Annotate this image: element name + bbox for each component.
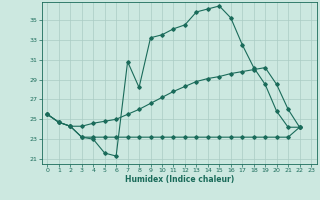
X-axis label: Humidex (Indice chaleur): Humidex (Indice chaleur): [124, 175, 234, 184]
